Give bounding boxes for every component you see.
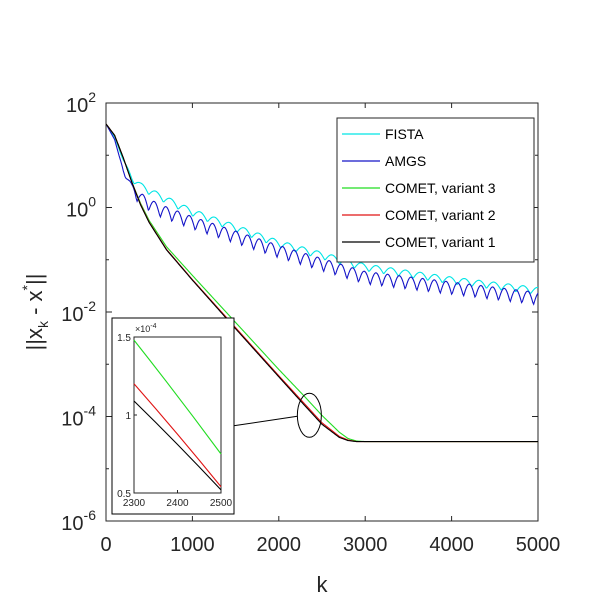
x-tick-label: 5000 — [516, 534, 561, 556]
inset-x-tick-label: 2400 — [166, 498, 189, 509]
legend-label-5: COMET, variant 1 — [385, 234, 496, 250]
inset-x-tick-label: 2300 — [123, 498, 146, 509]
x-tick-label: 4000 — [429, 534, 474, 556]
inset-x-tick-label: 2500 — [210, 498, 233, 509]
y-tick-label: 102 — [66, 89, 96, 117]
series-line-1 — [105, 123, 539, 294]
inset-series-line-3 — [133, 400, 222, 491]
legend-label-2: AMGS — [385, 153, 426, 169]
y-axis-label: ||xk - x*|| — [19, 274, 51, 351]
inset-y-tick-label: 0.5 — [117, 489, 131, 500]
y-tick-label: 10-4 — [61, 403, 96, 431]
y-tick-label: 10-2 — [61, 298, 96, 326]
x-tick-label: 1000 — [170, 534, 215, 556]
legend-box — [336, 117, 535, 263]
legend-label-3: COMET, variant 3 — [385, 180, 496, 196]
legend-label-4: COMET, variant 2 — [385, 207, 496, 223]
axes-labels: k ||xk - x*|| — [19, 274, 329, 597]
inset-zoom-plot: ×10-4 2300 2400 2500 0.5 1 1.5 — [111, 317, 235, 515]
x-tick-label: 0 — [100, 534, 111, 556]
series-line-2 — [105, 123, 539, 306]
zoom-arrow-line — [231, 415, 298, 427]
inset-series-line-2 — [133, 383, 222, 488]
inset-series-line-1 — [133, 339, 222, 455]
zoom-ellipse — [296, 392, 322, 438]
x-axis-label: k — [317, 572, 329, 597]
inset-axes-box — [133, 336, 222, 494]
x-tick-label: 2000 — [257, 534, 302, 556]
series-line-5 — [105, 123, 538, 443]
legend-label-1: FISTA — [385, 126, 424, 142]
inset-y-tick-label: 1 — [125, 411, 131, 422]
y-tick-label: 10-6 — [61, 507, 96, 535]
x-tick-label: 3000 — [343, 534, 388, 556]
y-tick-label: 100 — [66, 194, 96, 222]
main-series-lines — [105, 123, 539, 443]
inset-y-tick-label: 1.5 — [117, 333, 131, 344]
inset-exponent-label: ×10-4 — [135, 323, 157, 334]
legend: FISTA AMGS COMET, variant 3 COMET, variant … — [336, 117, 535, 263]
